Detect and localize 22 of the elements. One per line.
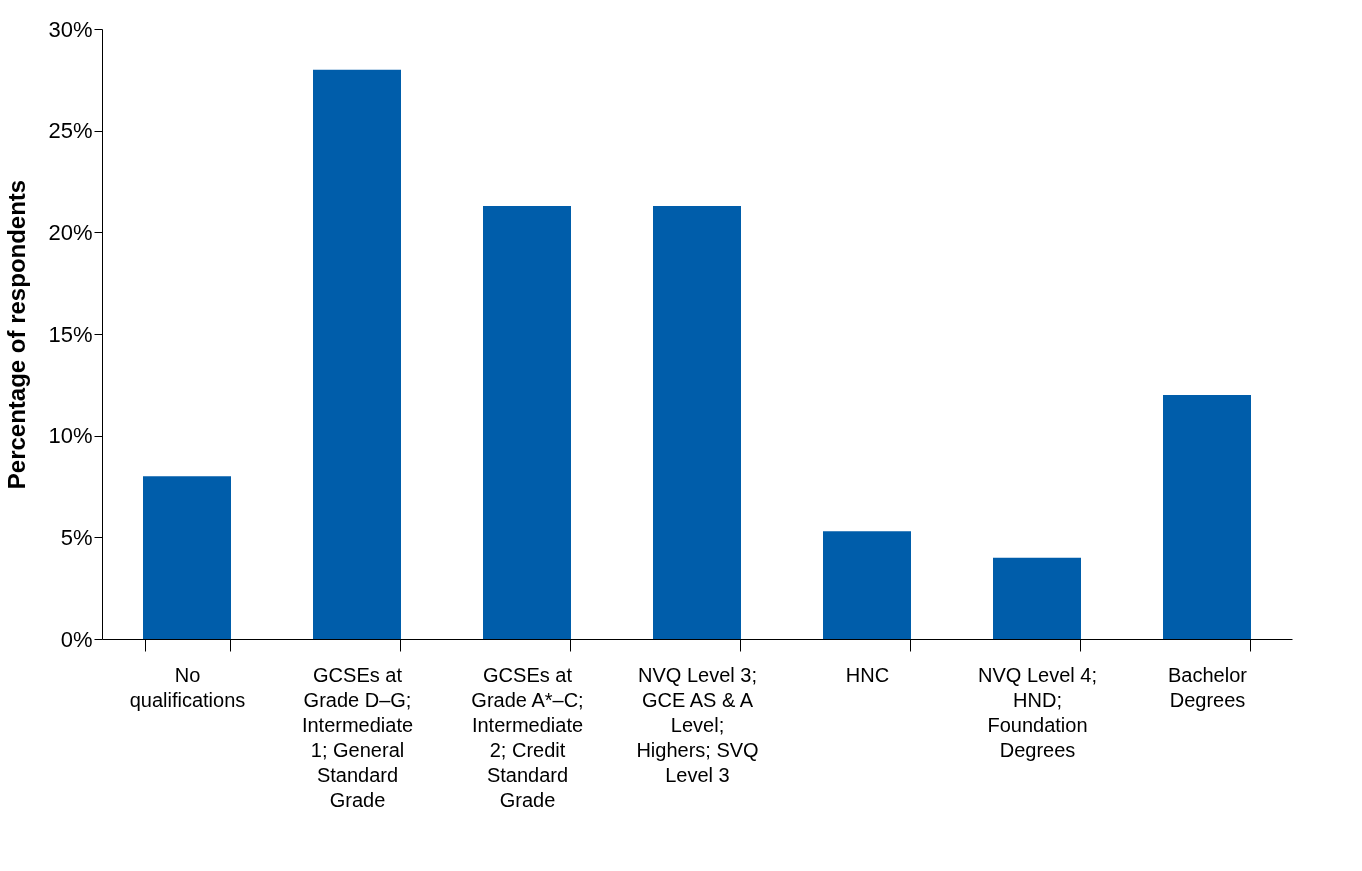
- x-tick-label: NVQ Level 4; HND; Foundation Degrees: [978, 663, 1097, 761]
- x-tick-label: NVQ Level 3; GCE AS & A Level; Highers; SVQ Level 3: [636, 663, 759, 786]
- y-tick-label: 30%: [48, 16, 93, 42]
- bar: [1163, 395, 1251, 639]
- y-tick-label: 20%: [48, 219, 93, 245]
- bar: [993, 557, 1081, 639]
- x-tick-label: No qualifications: [129, 663, 246, 711]
- y-tick-label: 15%: [48, 321, 93, 347]
- y-tick-label: 0%: [60, 626, 93, 652]
- bar: [653, 205, 741, 639]
- x-tick-label: GCSEs at Grade A*–C; Intermediate 2; Credit Standard Grade: [471, 663, 584, 811]
- x-tick-label: GCSEs at Grade D–G; Intermediate 1; General Standard Grade: [301, 663, 414, 811]
- y-tick-label: 10%: [48, 423, 93, 449]
- x-tick-label: HNC: [845, 663, 890, 686]
- y-tick-label: 5%: [60, 524, 93, 550]
- x-tick-label: Bachelor Degrees: [1168, 663, 1248, 711]
- bar: [313, 69, 401, 639]
- y-axis-title: Percentage of respondents: [3, 179, 31, 490]
- bar: [823, 531, 911, 639]
- bar: [483, 205, 571, 639]
- bar: [143, 476, 231, 639]
- y-tick-label: 25%: [48, 118, 93, 144]
